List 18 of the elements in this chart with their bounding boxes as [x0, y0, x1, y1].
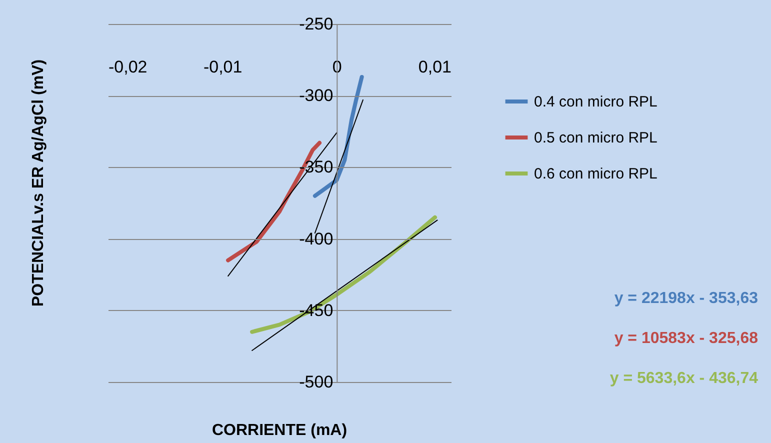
y-tick-label: -250: [299, 14, 334, 34]
y-axis-title: POTENCIALv.s ER Ag/AgCl (mV): [30, 59, 47, 307]
x-tick-label: 0: [332, 58, 342, 76]
legend-label: 0.6 con micro RPL: [534, 166, 658, 182]
x-tick-label: -0,02: [108, 58, 148, 76]
y-tick-label: -500: [299, 372, 334, 392]
legend-label: 0.4 con micro RPL: [534, 94, 658, 110]
text: y = 10583x - 325,68: [614, 330, 758, 347]
y-tick-label: -350: [299, 158, 334, 177]
legend-label: 0.5 con micro RPL: [534, 130, 658, 146]
x-tick-label: -0,01: [203, 58, 242, 76]
line-series: [250, 215, 437, 334]
text: y = 5633,6x - 436,74: [610, 370, 758, 387]
y-tick-label: -400: [299, 229, 334, 248]
y-tick-label: -300: [299, 86, 334, 106]
x-axis-title: CORRIENTE (mA): [212, 422, 348, 439]
text: y = 22198x - 353,63: [614, 290, 758, 307]
x-tick-label: 0,01: [418, 58, 452, 76]
